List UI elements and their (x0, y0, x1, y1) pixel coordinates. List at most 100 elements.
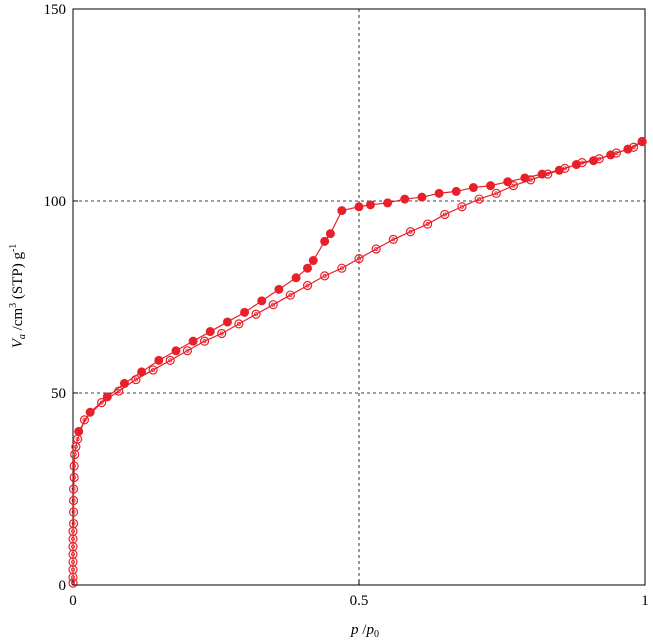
data-point-open (234, 319, 244, 329)
data-point-open-inner (71, 521, 76, 526)
data-point-open (337, 263, 347, 273)
data-point-filled (537, 169, 547, 179)
data-point-open-inner (72, 475, 77, 480)
y-tick-label: 100 (44, 194, 67, 210)
x-axis-label-var: p (350, 622, 359, 638)
data-point-open-inner (442, 212, 447, 217)
series-line (78, 140, 643, 432)
data-point-filled (188, 336, 198, 346)
data-point-filled (623, 144, 633, 154)
data-point-open-inner (528, 177, 533, 182)
data-point-open-inner (477, 197, 482, 202)
data-point-filled (434, 188, 444, 198)
data-point-open-inner (288, 293, 293, 298)
data-point-filled (606, 150, 616, 160)
data-point-filled (257, 296, 267, 306)
data-point-open (268, 300, 278, 310)
data-point-open (251, 309, 261, 319)
data-point-open-inner (71, 544, 76, 549)
data-point-open-inner (73, 444, 78, 449)
data-point-filled (303, 263, 313, 273)
data-point-filled (571, 160, 581, 170)
data-point-open-inner (168, 358, 173, 363)
data-point-open (405, 227, 416, 237)
data-point-filled (637, 136, 647, 146)
data-point-open-inner (71, 567, 76, 572)
data-point-open (68, 495, 79, 506)
x-axis-label-ref: p (365, 622, 374, 638)
y-axis-ticks: 0 50 100 150 (44, 2, 78, 594)
data-point-filled (468, 183, 478, 193)
y-axis-label-unit-sup: 3 (8, 303, 19, 308)
data-point-filled (589, 156, 599, 166)
data-point-open (320, 271, 330, 281)
data-point-filled (154, 355, 164, 365)
data-point-open (182, 346, 192, 356)
data-point-filled (400, 194, 410, 204)
data-point-filled (337, 206, 347, 216)
data-point-open (491, 188, 501, 198)
data-point-open-inner (75, 437, 80, 442)
y-axis-label-unit-b: (STP) g (10, 252, 26, 303)
data-point-open (217, 328, 227, 339)
data-point-open-inner (71, 510, 76, 515)
data-point-open (79, 415, 90, 425)
data-point-open-inner (305, 283, 310, 288)
data-point-filled (74, 426, 84, 436)
data-point-open-inner (72, 452, 77, 457)
x-axis-label: p /p0 (350, 622, 379, 640)
data-point-open-inner (71, 498, 76, 503)
data-point-filled (205, 327, 215, 337)
data-point-filled (354, 202, 364, 212)
data-point-open-inner (339, 266, 344, 271)
data-point-open-inner (511, 183, 516, 188)
data-point-open (68, 507, 79, 517)
x-axis-ticks: 0 0.5 1 (69, 580, 649, 609)
data-point-open-inner (202, 339, 207, 344)
data-point-open-inner (116, 389, 121, 394)
data-point-open (68, 484, 79, 494)
data-point-open-inner (494, 191, 499, 196)
data-point-filled (171, 346, 181, 356)
data-point-filled (486, 181, 496, 191)
y-axis-label: Va /cm3 (STP) g-1 (8, 244, 28, 349)
data-point-open-inner (271, 302, 276, 307)
data-point-open-inner (71, 552, 76, 557)
x-tick-label: 1 (641, 593, 649, 609)
data-point-open (69, 472, 79, 483)
data-point-open (96, 398, 107, 408)
data-point-open-inner (71, 575, 76, 580)
data-point-filled (274, 284, 284, 294)
data-point-filled (520, 173, 530, 183)
data-point-open (285, 290, 295, 300)
data-point-open (423, 219, 433, 229)
data-point-open (148, 365, 158, 375)
data-point-open-inner (254, 312, 259, 317)
data-point-filled (102, 392, 112, 402)
data-point-filled (451, 186, 461, 196)
data-point-open (165, 355, 175, 365)
data-point-open-inner (356, 256, 361, 261)
data-point-filled (325, 229, 335, 239)
y-axis-label-var: V (10, 337, 26, 348)
data-point-open-inner (322, 273, 327, 278)
x-tick-label: 0 (69, 593, 77, 609)
data-point-open-inner (133, 377, 138, 382)
data-point-filled (554, 165, 564, 175)
data-point-open-inner (71, 486, 76, 491)
data-point-open-inner (71, 559, 76, 564)
data-point-filled (137, 367, 147, 377)
data-point-open (388, 234, 398, 244)
data-point-open (474, 194, 484, 204)
data-point-open (371, 244, 381, 254)
x-axis-label-ref-sub: 0 (374, 629, 379, 640)
x-axis-label-sep: / (359, 622, 368, 638)
data-point-open-inner (408, 229, 413, 234)
data-point-open-inner (236, 321, 241, 326)
y-tick-label: 50 (51, 386, 66, 402)
data-point-filled (119, 378, 129, 388)
data-point-filled (383, 198, 393, 208)
data-point-open-inner (425, 222, 430, 227)
data-point-open (302, 280, 313, 291)
